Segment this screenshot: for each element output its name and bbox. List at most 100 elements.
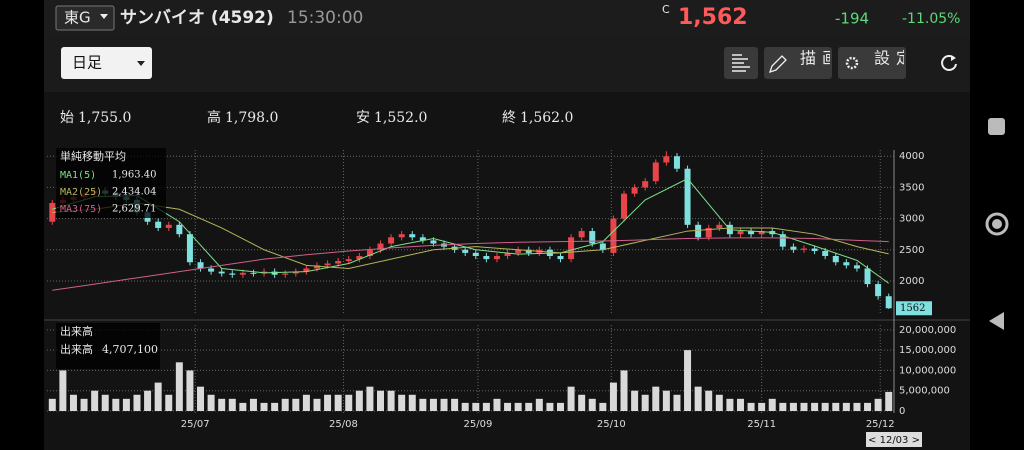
volume-bar xyxy=(260,402,268,411)
volume-bar xyxy=(842,402,850,411)
dropdown-arrow xyxy=(100,14,108,19)
volume-bar xyxy=(429,398,437,411)
volume-bar xyxy=(493,398,501,411)
volume-bar xyxy=(726,398,734,411)
candle-body xyxy=(875,284,882,297)
candle-body xyxy=(621,193,628,219)
date-box xyxy=(866,432,922,447)
candle-body xyxy=(578,231,585,238)
volume-bar xyxy=(811,402,819,411)
volume-bar xyxy=(853,402,861,411)
volume-bar xyxy=(355,390,363,411)
y-tick-label: 4000 xyxy=(899,151,924,162)
exchange: 東G xyxy=(64,9,91,27)
candle-body xyxy=(324,263,331,266)
x-tick-label: 25/09 xyxy=(463,419,492,430)
volume-bar xyxy=(641,394,649,411)
volume-bar xyxy=(80,398,88,411)
change: -194 xyxy=(835,10,869,28)
ma-line xyxy=(52,202,889,269)
candle-body xyxy=(631,187,638,194)
volume-bar xyxy=(165,394,173,411)
volume-bar xyxy=(747,402,755,411)
ohlc-label: 始 xyxy=(60,110,74,126)
candle-body xyxy=(229,273,236,275)
volume-bar xyxy=(673,394,681,411)
candle-body xyxy=(430,240,437,244)
candle-body xyxy=(843,262,850,266)
candle-body xyxy=(589,231,596,244)
draw-button[interactable] xyxy=(764,47,832,79)
candle-body xyxy=(398,234,405,238)
nav-home[interactable] xyxy=(985,212,1009,236)
refresh-icon[interactable] xyxy=(941,55,957,71)
candle-body xyxy=(303,268,310,272)
volume-bar xyxy=(154,382,162,411)
candle-body xyxy=(208,268,215,272)
volume-bar xyxy=(821,402,829,411)
candle-body xyxy=(885,296,892,309)
candle-body xyxy=(568,237,575,260)
volume-bar xyxy=(504,402,512,411)
volume-title: 出来高 xyxy=(60,324,93,338)
nav-recent[interactable] xyxy=(988,118,1005,135)
candle-body xyxy=(832,256,839,263)
settings-button[interactable] xyxy=(838,47,906,79)
volume-bar xyxy=(218,398,226,411)
volume-bar xyxy=(239,402,247,411)
volume-bar xyxy=(281,398,289,411)
x-tick-label: 25/08 xyxy=(329,419,358,430)
ma-line xyxy=(52,178,889,284)
candle-body xyxy=(557,256,564,260)
candle-body xyxy=(366,249,373,257)
volume-bar xyxy=(302,394,310,411)
candle-body xyxy=(599,243,606,250)
candle-body xyxy=(790,246,797,250)
volume-bar xyxy=(864,402,872,411)
volume-bar xyxy=(249,398,257,411)
candle-body xyxy=(673,156,680,169)
candle-body xyxy=(250,272,257,274)
x-tick-label: 25/11 xyxy=(747,419,776,430)
legend-value: 2,434.04 xyxy=(112,187,157,198)
candle-body xyxy=(504,252,511,257)
volume-bar xyxy=(144,390,152,411)
candle-body xyxy=(864,268,871,285)
volume-bar xyxy=(408,394,416,411)
volume-bar xyxy=(556,402,564,411)
period-select[interactable] xyxy=(61,47,152,79)
candle-body xyxy=(271,271,278,275)
candle-body xyxy=(822,251,829,257)
volume-bar xyxy=(292,398,300,411)
last-price: 1562 xyxy=(900,303,925,314)
x-tick-label: 25/10 xyxy=(597,419,626,430)
volume-bar xyxy=(186,370,194,411)
volume-bar xyxy=(684,350,692,411)
volume-bar xyxy=(800,402,808,411)
volume-bar xyxy=(567,386,575,411)
candle-body xyxy=(239,272,246,275)
y-tick-label: 3500 xyxy=(899,182,924,193)
legend-value: 1,963.40 xyxy=(112,170,157,181)
candle-body xyxy=(652,162,659,182)
candle-body xyxy=(737,231,744,235)
volume-bar xyxy=(758,402,766,411)
candle-body xyxy=(705,227,712,238)
candle-body xyxy=(716,224,723,228)
nav-back[interactable] xyxy=(989,312,1004,330)
change-pct: -11.05% xyxy=(902,11,960,27)
volume-bar xyxy=(440,398,448,411)
candle-body xyxy=(684,168,691,225)
legend-box xyxy=(56,148,166,218)
volume-bar xyxy=(324,394,332,411)
volume-bar xyxy=(609,382,617,411)
exchange-select[interactable] xyxy=(55,5,115,31)
period: 日足 xyxy=(72,54,102,72)
x-tick-label: 25/12 xyxy=(866,419,895,430)
candle-body xyxy=(493,256,500,260)
candle-body xyxy=(695,224,702,238)
volume-bar xyxy=(652,386,660,411)
gear-icon xyxy=(845,56,859,70)
candle-body xyxy=(472,252,479,257)
draw-label-clip: 描画 xyxy=(800,49,830,68)
